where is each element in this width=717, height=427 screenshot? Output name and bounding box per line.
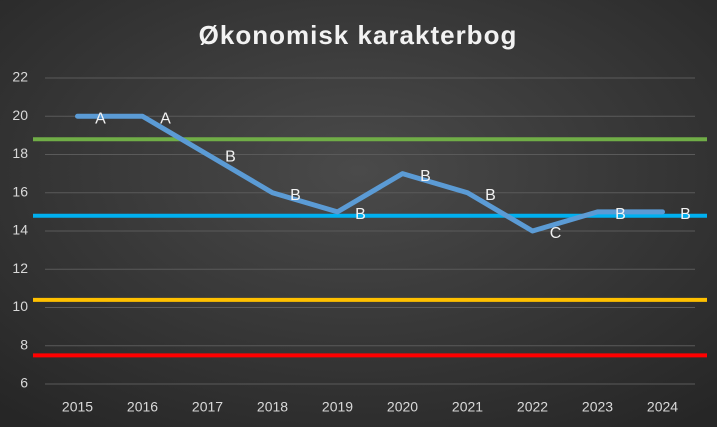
data-label: B [615, 206, 626, 223]
data-line [75, 113, 665, 234]
x-tick-label: 2017 [192, 399, 223, 415]
chart-title: Økonomisk karakterbog [199, 20, 518, 50]
y-tick-label: 22 [12, 69, 28, 85]
y-tick-label: 20 [12, 107, 28, 123]
y-tick-label: 14 [12, 222, 28, 238]
y-tick-label: 8 [20, 336, 28, 352]
data-label: A [95, 110, 106, 127]
data-label: B [290, 187, 301, 204]
data-label: B [225, 149, 236, 166]
x-tick-label: 2021 [452, 399, 483, 415]
x-tick-label: 2016 [127, 399, 158, 415]
x-tick-label: 2019 [322, 399, 353, 415]
data-label: B [680, 206, 691, 223]
x-tick-label: 2015 [62, 399, 93, 415]
y-tick-label: 18 [12, 145, 28, 161]
y-tick-label: 12 [12, 260, 28, 276]
x-tick-label: 2020 [387, 399, 418, 415]
x-tick-label: 2024 [647, 399, 678, 415]
data-label: C [550, 225, 562, 242]
data-label: A [160, 110, 171, 127]
x-tick-label: 2023 [582, 399, 613, 415]
data-label: B [355, 206, 366, 223]
x-tick-label: 2022 [517, 399, 548, 415]
y-tick-label: 10 [12, 298, 28, 314]
data-label: B [420, 168, 431, 185]
data-label: B [485, 187, 496, 204]
y-tick-label: 6 [20, 375, 28, 391]
y-tick-label: 16 [12, 183, 28, 199]
x-tick-label: 2018 [257, 399, 288, 415]
